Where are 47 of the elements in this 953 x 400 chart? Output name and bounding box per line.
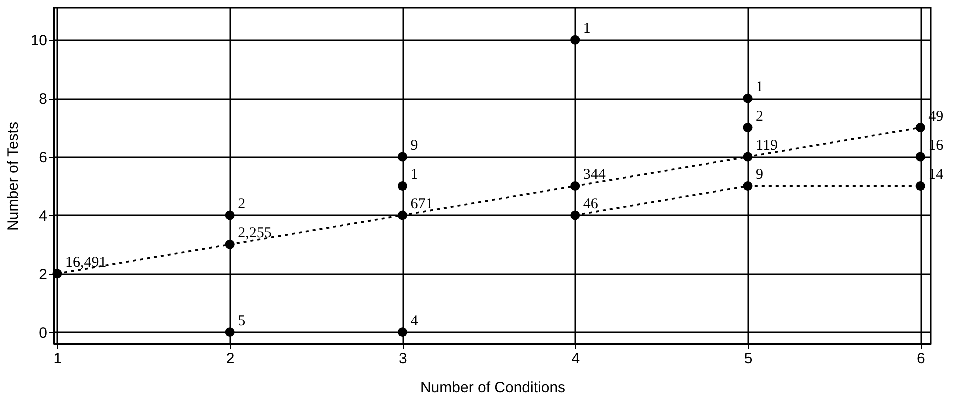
annotation: 671 <box>410 196 434 212</box>
annotation: 1 <box>410 167 418 184</box>
x-tick-label: 5 <box>744 350 753 368</box>
point <box>570 181 580 191</box>
y-tick-label: 2 <box>39 266 48 284</box>
point <box>916 181 926 191</box>
y-tick-label: 4 <box>39 208 48 225</box>
y-tick-label: 8 <box>39 91 48 108</box>
y-tick-label: 0 <box>39 324 48 342</box>
annotation: 46 <box>583 196 599 212</box>
y-tick-label: 6 <box>39 150 48 167</box>
point <box>743 94 753 104</box>
x-tick-label: 2 <box>226 350 235 368</box>
point <box>398 181 408 191</box>
x-tick-label: 3 <box>399 350 408 368</box>
point <box>225 328 235 338</box>
x-tick-label: 4 <box>572 350 580 368</box>
x-tick-label: 1 <box>54 350 62 368</box>
annotation: 9 <box>410 138 418 154</box>
annotation: 5 <box>238 313 246 330</box>
point <box>398 328 408 338</box>
annotation: 119 <box>756 138 778 154</box>
annotation: 16,491 <box>65 254 107 271</box>
point <box>225 210 235 220</box>
point <box>916 123 926 133</box>
annotation: 1 <box>583 21 591 38</box>
point <box>225 240 235 250</box>
point <box>52 269 62 279</box>
annotation: 2,255 <box>238 226 272 242</box>
x-axis-title: Number of Conditions <box>420 380 566 396</box>
annotation: 1 <box>756 80 764 96</box>
y-tick-label: 10 <box>30 32 48 50</box>
point <box>743 152 753 162</box>
point <box>743 123 753 133</box>
x-tick-label: 6 <box>916 350 926 368</box>
point <box>398 152 408 162</box>
point <box>570 210 580 220</box>
annotation: 9 <box>756 167 764 184</box>
annotation: 2 <box>238 196 246 212</box>
y-axis-title: Number of Tests <box>4 122 22 231</box>
annotation: 4 <box>410 313 419 330</box>
annotation: 2 <box>756 108 764 125</box>
point <box>743 181 753 191</box>
point <box>398 210 408 220</box>
annotation: 344 <box>583 167 606 184</box>
point <box>916 152 926 162</box>
point <box>570 35 580 45</box>
